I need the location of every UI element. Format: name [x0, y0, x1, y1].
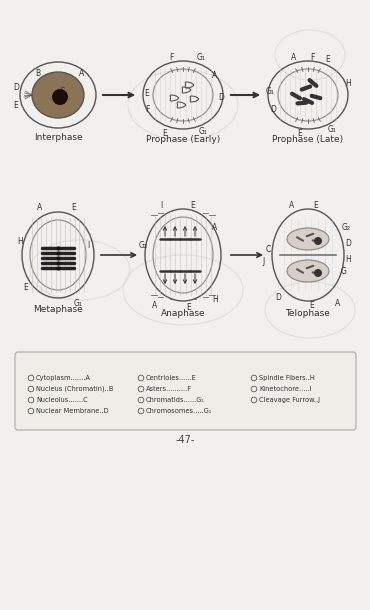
Ellipse shape — [287, 228, 329, 250]
Text: E: E — [297, 129, 302, 137]
Text: F: F — [310, 52, 314, 62]
Circle shape — [52, 89, 68, 105]
Text: D: D — [270, 104, 276, 113]
Text: E: E — [191, 201, 195, 209]
Text: H: H — [345, 79, 351, 87]
Text: Nucleus (Chromatin)..B: Nucleus (Chromatin)..B — [36, 386, 113, 392]
Text: G₂: G₂ — [138, 240, 148, 249]
Text: Chromatids......G₁: Chromatids......G₁ — [146, 397, 205, 403]
Text: H: H — [212, 295, 218, 304]
Text: Nuclear Membrane..D: Nuclear Membrane..D — [36, 408, 109, 414]
Text: E: E — [163, 129, 167, 137]
Text: D: D — [345, 239, 351, 248]
Text: G₁: G₁ — [199, 127, 208, 137]
Text: -47-: -47- — [175, 435, 195, 445]
Text: Prophase (Late): Prophase (Late) — [272, 134, 344, 143]
Text: J: J — [263, 256, 265, 265]
Text: B: B — [36, 68, 41, 77]
Text: Asters..........F: Asters..........F — [146, 386, 192, 392]
Text: A: A — [212, 71, 218, 79]
Text: F: F — [145, 104, 149, 113]
Text: A: A — [212, 223, 218, 232]
Text: E: E — [326, 54, 330, 63]
Text: Anaphase: Anaphase — [161, 309, 205, 317]
Text: D: D — [13, 82, 19, 92]
Text: G₁: G₁ — [196, 52, 205, 62]
Text: E: E — [14, 101, 18, 110]
Text: Metaphase: Metaphase — [33, 306, 83, 315]
Text: D: D — [218, 93, 224, 101]
Text: A: A — [152, 301, 158, 309]
Text: Centrioles......E: Centrioles......E — [146, 375, 197, 381]
Text: Mitosis: Mitosis — [171, 359, 200, 368]
Text: G₁: G₁ — [266, 87, 275, 96]
Text: H: H — [17, 237, 23, 245]
Text: G₁: G₁ — [327, 126, 336, 134]
Text: A: A — [335, 298, 341, 307]
Text: G₂: G₂ — [342, 223, 350, 232]
Text: I: I — [160, 201, 162, 209]
Text: Cytoplasm.......A: Cytoplasm.......A — [36, 375, 91, 381]
Text: F: F — [169, 52, 173, 62]
Text: Cleavage Furrow..J: Cleavage Furrow..J — [259, 397, 320, 403]
FancyBboxPatch shape — [15, 352, 356, 430]
Circle shape — [314, 237, 322, 245]
Text: A: A — [292, 52, 297, 62]
Text: E: E — [186, 303, 191, 312]
Text: Nucleolus.......C: Nucleolus.......C — [36, 397, 88, 403]
Text: Kinetochore.....I: Kinetochore.....I — [259, 386, 312, 392]
Text: C: C — [265, 245, 270, 254]
Text: Spindle Fibers..H: Spindle Fibers..H — [259, 375, 315, 381]
Text: D: D — [275, 293, 281, 301]
Text: I: I — [87, 240, 89, 249]
Text: Prophase (Early): Prophase (Early) — [146, 134, 220, 143]
Text: G: G — [341, 267, 347, 276]
Text: Telophase: Telophase — [286, 309, 330, 317]
Text: E: E — [24, 282, 28, 292]
Ellipse shape — [287, 260, 329, 282]
Text: Interphase: Interphase — [34, 134, 82, 143]
Text: E: E — [72, 203, 76, 212]
Text: Chromosomes.....G₁: Chromosomes.....G₁ — [146, 408, 212, 414]
Circle shape — [314, 269, 322, 277]
Ellipse shape — [32, 72, 84, 118]
Text: E: E — [310, 301, 314, 309]
Text: A: A — [80, 68, 85, 77]
Text: E: E — [145, 88, 149, 98]
Text: A: A — [37, 203, 43, 212]
Text: C: C — [59, 87, 65, 96]
Text: E: E — [314, 201, 318, 209]
Text: G₁: G₁ — [74, 298, 83, 307]
Text: H: H — [345, 254, 351, 264]
Text: A: A — [289, 201, 295, 209]
